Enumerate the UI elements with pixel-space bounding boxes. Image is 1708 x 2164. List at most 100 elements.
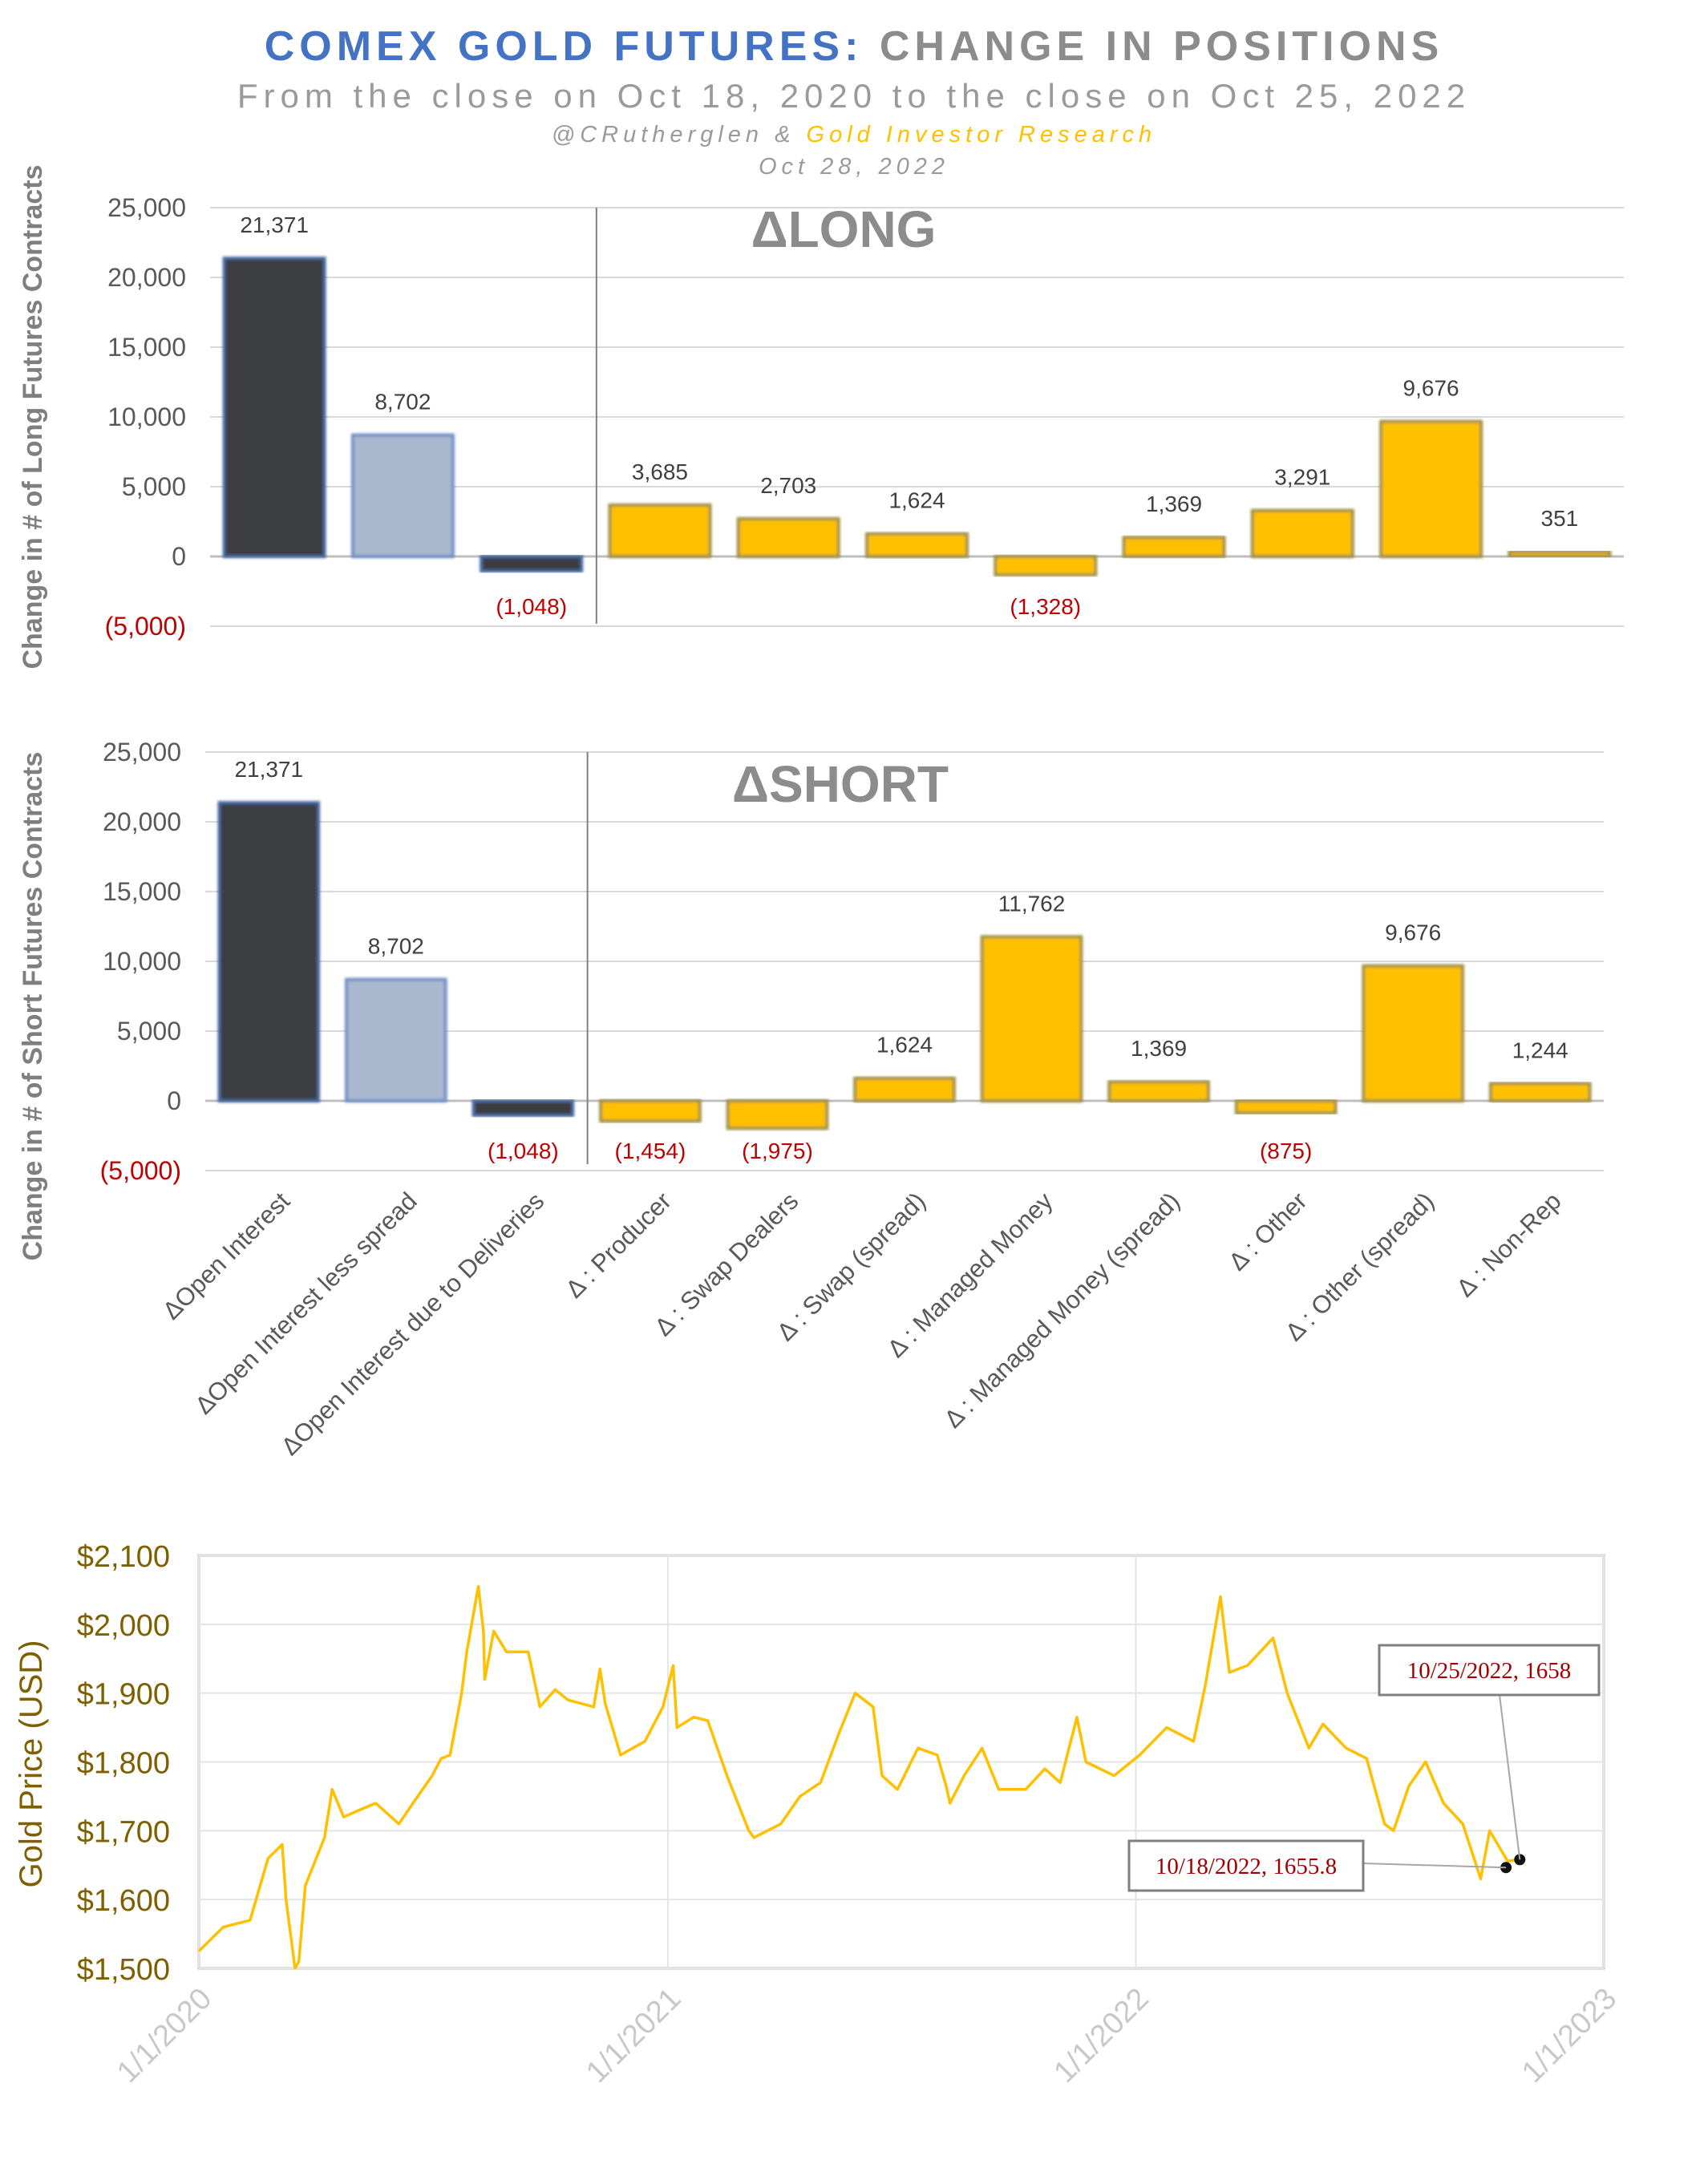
data-label: 21,371 <box>234 757 303 782</box>
category-label: Δ : Other <box>1223 1187 1312 1276</box>
credit-author: @CRutherglen <box>551 122 764 148</box>
x-tick-label: 1/1/2023 <box>1516 1982 1623 2089</box>
data-label: 1,624 <box>888 488 945 513</box>
y-axis-label: Change in # of Long Futures Contracts <box>18 164 48 669</box>
data-label: 9,676 <box>1385 920 1441 945</box>
data-label: 21,371 <box>240 212 309 237</box>
y-tick-label: 5,000 <box>122 472 186 501</box>
bar <box>853 1076 956 1103</box>
y-tick-label: 15,000 <box>103 877 181 906</box>
bar <box>1122 536 1226 558</box>
category-label: Δ : Managed Money (spread) <box>939 1187 1185 1433</box>
y-tick-label: 20,000 <box>103 807 181 836</box>
bar <box>344 977 447 1102</box>
bar <box>472 1099 575 1118</box>
category-label: Δ : Non-Rep <box>1451 1187 1566 1302</box>
annotation-leader <box>1362 1863 1507 1869</box>
bar <box>480 555 584 573</box>
bar <box>726 1099 829 1131</box>
y-axis-label: Change in # of Short Futures Contracts <box>18 752 48 1261</box>
y-tick-label: $1,500 <box>77 1953 170 1987</box>
section-title: ΔLONG <box>751 200 937 258</box>
data-label: 1,244 <box>1512 1038 1568 1062</box>
data-label: (1,975) <box>742 1139 813 1163</box>
bar-chart-0: (5,000) 0 5,000 10,000 15,000 20,000 25,000 ΔLO… <box>18 164 1624 669</box>
x-tick-label: 1/1/2021 <box>580 1982 687 2089</box>
data-label: 8,702 <box>368 934 424 959</box>
price-chart: $1,500 $1,600 $1,700 $1,800 $1,900 $2,000 $2,1… <box>14 1540 1623 2089</box>
y-tick-label: 10,000 <box>107 402 186 431</box>
annotation-box <box>1127 1839 1365 1892</box>
y-tick-label: 0 <box>172 542 186 571</box>
y-tick-label: $1,600 <box>77 1884 170 1918</box>
bar-chart-1: (5,000) 0 5,000 10,000 15,000 20,000 25,000 ΔSH… <box>18 738 1604 1260</box>
bar <box>1107 1080 1210 1103</box>
data-label: 1,369 <box>1131 1036 1187 1061</box>
y-tick-label: 25,000 <box>103 738 181 767</box>
bar <box>350 433 455 558</box>
bar <box>994 555 1098 577</box>
annotation-box <box>1378 1644 1601 1697</box>
data-label: (1,454) <box>615 1139 686 1163</box>
category-label: Δ : Producer <box>560 1187 676 1303</box>
data-label: 1,369 <box>1146 491 1202 516</box>
y-tick-label: (5,000) <box>105 612 186 641</box>
data-label: 1,624 <box>876 1033 933 1058</box>
x-tick-label: 1/1/2020 <box>111 1982 218 2089</box>
data-label: (1,048) <box>488 1139 559 1163</box>
y-tick-label: 0 <box>167 1086 181 1115</box>
annotation-label: 10/25/2022, 1658 <box>1407 1658 1572 1684</box>
data-label: (1,328) <box>1010 594 1081 619</box>
bar <box>217 801 321 1102</box>
chart-credit: @CRutherglen & Gold Investor Research <box>0 122 1708 148</box>
chart-title: COMEX GOLD FUTURES: CHANGE IN POSITIONS <box>0 22 1708 71</box>
y-tick-label: (5,000) <box>100 1156 181 1185</box>
bar <box>736 516 840 558</box>
title-part-gray: CHANGE IN POSITIONS <box>879 23 1444 70</box>
bar <box>1362 964 1465 1102</box>
y-tick-label: $1,700 <box>77 1815 170 1849</box>
chart-date: Oct 28, 2022 <box>758 154 950 180</box>
title-part-blue: COMEX GOLD FUTURES: <box>264 23 864 70</box>
category-label: ΔOpen Interest <box>157 1187 295 1325</box>
bar <box>1508 549 1612 558</box>
section-title: ΔSHORT <box>732 755 949 813</box>
y-tick-label: $1,900 <box>77 1678 170 1712</box>
y-tick-label: $2,100 <box>77 1540 170 1574</box>
data-label: (875) <box>1260 1139 1312 1163</box>
y-tick-label: 10,000 <box>103 947 181 976</box>
annotation-label: 10/18/2022, 1655.8 <box>1156 1854 1337 1879</box>
credit-org: Gold Investor Research <box>806 122 1157 148</box>
data-label: 351 <box>1541 506 1579 531</box>
data-label: 3,685 <box>632 459 688 484</box>
bar <box>1379 419 1483 558</box>
category-label: ΔOpen Interest due to Deliveries <box>276 1187 550 1461</box>
chart-subtitle: From the close on Oct 18, 2020 to the cl… <box>237 77 1471 115</box>
data-label: 9,676 <box>1403 376 1459 401</box>
price-line <box>197 1584 1517 1970</box>
data-label: 2,703 <box>760 473 816 498</box>
x-tick-label: 1/1/2022 <box>1048 1982 1156 2089</box>
bar <box>1488 1082 1592 1102</box>
data-label: 11,762 <box>998 891 1066 916</box>
data-label: (1,048) <box>496 594 567 619</box>
data-label: 3,291 <box>1274 465 1330 490</box>
y-tick-label: 5,000 <box>117 1017 181 1046</box>
y-tick-label: $2,000 <box>77 1609 170 1643</box>
y-tick-label: 25,000 <box>107 193 186 222</box>
bar <box>1234 1099 1338 1115</box>
y-tick-label: 15,000 <box>107 333 186 362</box>
category-label: ΔOpen Interest less spread <box>189 1187 422 1419</box>
y-tick-label: 20,000 <box>107 263 186 292</box>
annotation-leader <box>1499 1694 1521 1860</box>
y-axis-label: Gold Price (USD) <box>14 1640 49 1888</box>
data-label: 8,702 <box>374 390 431 415</box>
credit-amp: & <box>775 122 795 148</box>
bar <box>980 935 1083 1102</box>
y-tick-label: $1,800 <box>77 1747 170 1781</box>
bar <box>599 1099 702 1123</box>
bar <box>222 257 326 558</box>
bar <box>864 532 969 558</box>
